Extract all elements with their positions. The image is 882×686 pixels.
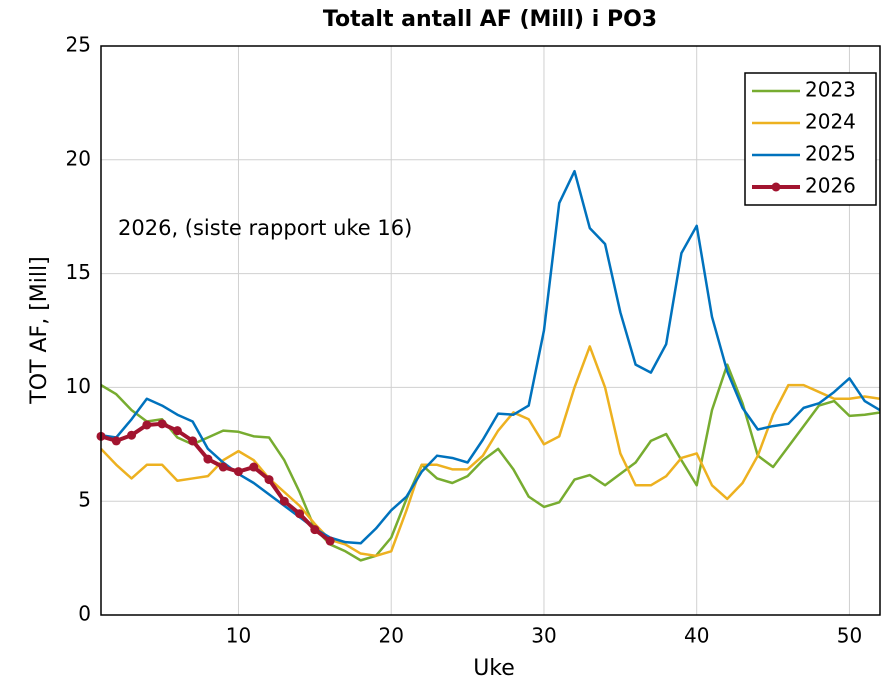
point-marker <box>249 462 259 472</box>
point-marker <box>172 426 182 436</box>
point-marker <box>157 419 167 429</box>
y-tick-label: 10 <box>66 374 91 398</box>
legend-box <box>744 72 877 206</box>
point-marker <box>203 454 213 464</box>
y-tick-label: 0 <box>78 602 91 626</box>
x-tick-label: 40 <box>684 624 709 648</box>
series-line <box>101 421 332 543</box>
point-marker <box>310 525 320 535</box>
point-marker <box>279 496 289 506</box>
y-tick-label: 15 <box>66 260 91 284</box>
point-marker <box>142 420 152 430</box>
point-marker <box>264 475 274 485</box>
point-marker <box>295 509 305 519</box>
series-line <box>101 363 880 562</box>
x-axis-label: Uke <box>473 656 515 681</box>
point-marker <box>218 462 228 472</box>
x-tick-label: 10 <box>226 624 251 648</box>
point-marker <box>188 436 198 446</box>
y-tick-label: 20 <box>66 146 91 170</box>
legend-label: 2024 <box>805 110 856 134</box>
legend-marker <box>771 182 781 192</box>
point-marker <box>111 436 121 446</box>
point-marker <box>127 430 137 440</box>
point-marker <box>325 536 335 546</box>
legend-label: 2026 <box>805 174 856 198</box>
legend-label: 2025 <box>805 142 856 166</box>
y-tick-label: 25 <box>66 33 91 57</box>
annotation: 2026, (siste rapport uke 16) <box>118 216 412 240</box>
series-line <box>101 345 880 558</box>
y-axis-label: TOT AF, [Mill] <box>27 256 52 404</box>
y-tick-label: 5 <box>78 488 91 512</box>
plot-frame <box>100 45 881 616</box>
x-tick-label: 50 <box>837 624 862 648</box>
chart-title: Totalt antall AF (Mill) i PO3 <box>323 7 657 32</box>
legend-label: 2023 <box>805 78 856 102</box>
x-tick-label: 30 <box>531 624 556 648</box>
point-marker <box>233 467 243 477</box>
x-tick-label: 20 <box>378 624 403 648</box>
